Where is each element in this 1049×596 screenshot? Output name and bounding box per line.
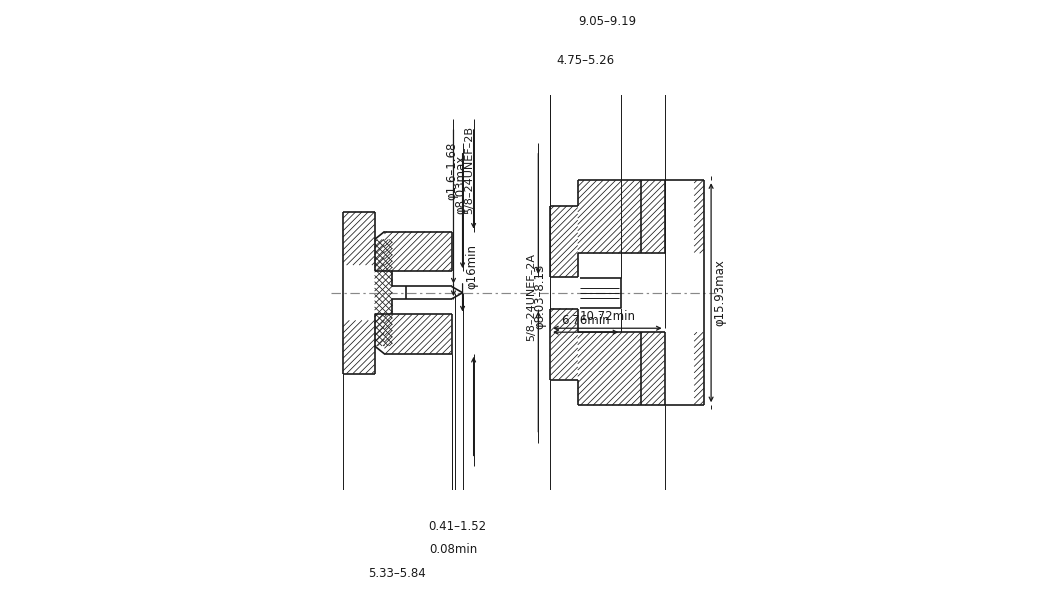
Text: 0.41–1.52: 0.41–1.52	[428, 520, 486, 533]
Text: φ16min: φ16min	[465, 244, 478, 289]
Text: 6.76min: 6.76min	[561, 314, 609, 327]
Text: 5.33–5.84: 5.33–5.84	[368, 567, 426, 580]
Text: 4.75–5.26: 4.75–5.26	[557, 54, 615, 67]
Text: 9.05–9.19: 9.05–9.19	[578, 14, 637, 27]
Text: 5/8–24UNEF–2B: 5/8–24UNEF–2B	[464, 126, 474, 214]
Text: 10.72min: 10.72min	[579, 310, 636, 323]
Text: φ1.6–1.68: φ1.6–1.68	[445, 142, 458, 200]
Text: φ15.93max: φ15.93max	[713, 259, 726, 326]
Text: 0.08min: 0.08min	[429, 544, 477, 556]
Text: φ8.03max: φ8.03max	[454, 154, 467, 214]
Text: 5/8–24UNEF–2A: 5/8–24UNEF–2A	[527, 253, 536, 341]
Text: φ8.03–8.13: φ8.03–8.13	[534, 264, 547, 330]
